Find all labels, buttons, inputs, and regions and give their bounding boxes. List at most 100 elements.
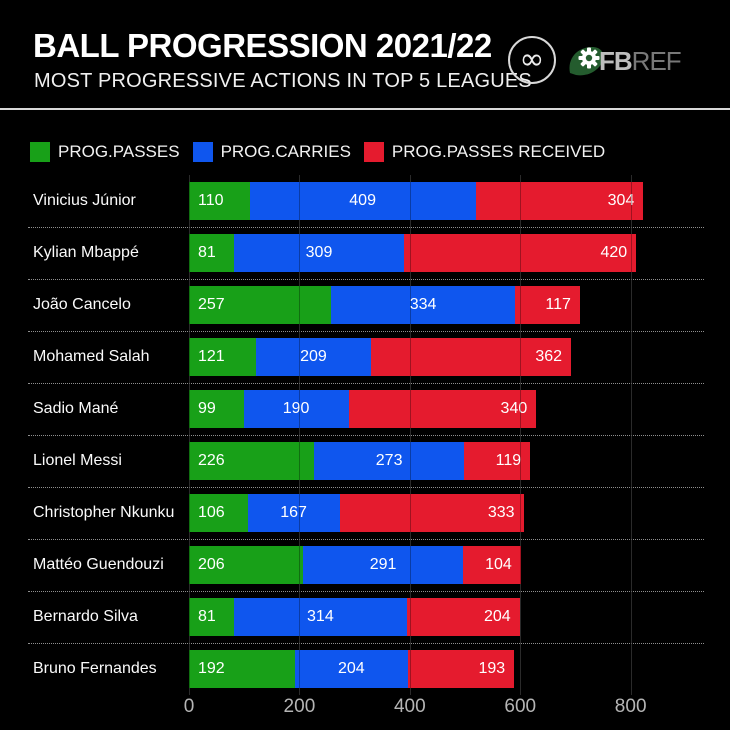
player-row: João Cancelo 257 334 117 [0,279,730,331]
segment-value: 309 [305,244,333,261]
bar-segment-prog-carries: 314 [233,598,408,636]
gridline-overlay-0 [189,175,190,695]
bar-segment-prog-passes-received: 362 [371,338,572,376]
legend-item-prog-carries: PROG.CARRIES [192,142,351,162]
segment-value: 333 [487,504,515,521]
row-separator [28,643,704,644]
bar-segment-prog-passes: 81 [189,598,234,636]
player-row: Sadio Mané 99 190 340 [0,383,730,435]
segment-value: 314 [307,608,334,625]
segment-value: 291 [369,556,397,573]
gridline-overlay-600 [520,175,522,695]
header-divider [0,108,730,110]
segment-value: 304 [607,192,635,209]
segment-value: 81 [198,244,216,261]
row-separator [28,279,704,280]
x-axis-tick-400: 400 [393,696,426,717]
bar-segment-prog-carries: 273 [313,442,465,480]
segment-value: 257 [198,296,225,313]
segment-value: 119 [495,452,522,469]
legend-swatch-prog-carries [192,142,213,162]
bar-segment-prog-passes: 192 [189,650,295,688]
segment-value: 110 [198,192,224,209]
x-axis-tick-600: 600 [504,696,537,717]
legend-item-prog-passes-received: PROG.PASSES RECEIVED [363,142,606,162]
segment-value: 209 [300,348,327,365]
bar-segment-prog-passes-received: 304 [475,182,644,220]
player-name: Mohamed Salah [33,348,150,365]
bar-segment-prog-carries: 204 [295,650,408,688]
fbref-ref-text: REF [631,45,682,76]
segment-value: 117 [545,296,571,313]
bar-segment-prog-carries: 309 [233,234,405,272]
segment-value: 420 [600,244,628,261]
row-separator [28,331,704,332]
x-axis-tick-0: 0 [183,696,195,717]
bar-segment-prog-passes-received: 104 [463,546,521,584]
fbref-wordmark: FB REF [599,45,682,77]
bar-segment-prog-passes-received: 117 [515,286,580,324]
fbref-ball-icon [569,47,604,76]
player-row: Mohamed Salah 121 209 362 [0,331,730,383]
bar-segment-prog-carries: 334 [330,286,516,324]
x-axis-tick-800: 800 [614,696,647,717]
player-row: Lionel Messi 226 273 119 [0,435,730,487]
player-row: Bernardo Silva 81 314 204 [0,591,730,643]
bar-segment-prog-passes: 226 [189,442,314,480]
segment-value: 121 [198,348,225,365]
legend-swatch-prog-passes [30,142,50,162]
bar-segment-prog-passes-received: 420 [404,234,637,272]
page-title: BALL PROGRESSION 2021/22 [33,27,492,64]
segment-value: 409 [349,192,376,209]
bar-segment-prog-carries: 167 [247,494,340,532]
x-axis-tick-200: 200 [283,696,316,717]
bar-segment-prog-passes-received: 119 [464,442,531,480]
player-row: Bruno Fernandes 192 204 193 [0,643,730,695]
row-separator [28,487,704,488]
segment-value: 193 [478,660,506,677]
row-separator [28,591,704,592]
player-name: Mattéo Guendouzi [33,556,164,573]
infinity-symbol: ∞ [519,42,545,77]
legend-label: PROG.PASSES RECEIVED [391,142,606,161]
segment-value: 204 [337,660,365,677]
player-name: Lionel Messi [33,452,122,469]
bar-segment-prog-passes: 81 [189,234,234,272]
segment-value: 81 [198,608,216,625]
bar-segment-prog-passes: 99 [189,390,244,428]
legend-swatch-prog-passes-received [363,142,384,162]
player-row: Christopher Nkunku 106 167 333 [0,487,730,539]
player-name: Sadio Mané [33,400,119,417]
page-subtitle: MOST PROGRESSIVE ACTIONS IN TOP 5 LEAGUE… [34,70,532,92]
player-row: Vinicius Júnior 110 409 304 [0,175,730,227]
segment-value: 104 [485,556,512,573]
player-name: Bernardo Silva [33,608,138,625]
legend-label: PROG.CARRIES [220,142,351,161]
segment-value: 340 [500,400,528,417]
row-separator [28,539,704,540]
bar-segment-prog-carries: 190 [243,390,349,428]
bar-segment-prog-passes: 206 [189,546,303,584]
header: BALL PROGRESSION 2021/22 MOST PROGRESSIV… [0,0,730,108]
bar-segment-prog-carries: 409 [249,182,476,220]
x-axis: 0 200 400 600 800 [0,694,730,726]
chart-legend: PROG.PASSES PROG.CARRIES PROG.PASSES RECEI… [30,142,618,162]
gridline-overlay-200 [299,175,301,695]
player-row: Mattéo Guendouzi 206 291 104 [0,539,730,591]
player-name: Christopher Nkunku [33,504,175,521]
segment-value: 190 [282,400,310,417]
infinity-logo-icon: ∞ [508,36,556,84]
segment-value: 362 [535,348,563,365]
player-name: Vinicius Júnior [33,192,136,209]
bar-segment-prog-passes: 110 [189,182,250,220]
legend-label: PROG.PASSES [58,142,180,161]
player-name: Kylian Mbappé [33,244,139,261]
row-separator [28,383,704,384]
row-separator [28,227,704,228]
segment-value: 192 [198,660,225,677]
segment-value: 204 [483,608,511,625]
fbref-logo: FB REF [567,44,682,78]
fbref-fb-text: FB [599,45,633,76]
player-name: Bruno Fernandes [33,660,157,677]
segment-value: 167 [280,504,307,521]
